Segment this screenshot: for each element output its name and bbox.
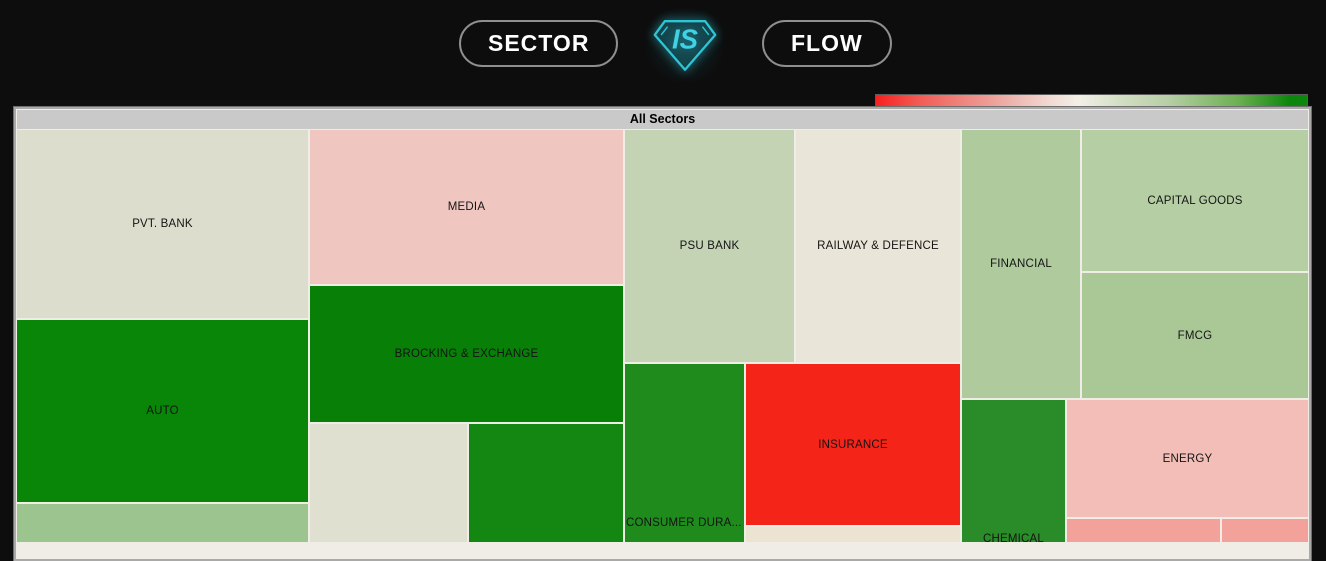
sector-treemap: All Sectors PVT. BANK AUTO MEDIA BROCKING &… bbox=[14, 107, 1311, 561]
treemap-tile-unlabeled-3[interactable] bbox=[469, 424, 623, 542]
tile-label: FMCG bbox=[1177, 329, 1213, 342]
tile-label: BROCKING & EXCHANGE bbox=[394, 348, 539, 360]
app-logo: IS bbox=[644, 8, 726, 82]
treemap-tile-media[interactable]: MEDIA bbox=[310, 130, 623, 284]
treemap-title: All Sectors bbox=[17, 110, 1308, 129]
tile-label: RAILWAY & DEFENCE bbox=[817, 240, 939, 252]
treemap-tile-fmcg[interactable]: FMCG bbox=[1082, 273, 1308, 398]
logo-text: IS bbox=[672, 24, 699, 55]
tile-label: FINANCIAL bbox=[990, 258, 1052, 270]
treemap-tiles: PVT. BANK AUTO MEDIA BROCKING & EXCHANGE PSU… bbox=[17, 130, 1308, 545]
treemap-tile-railway-defence[interactable]: RAILWAY & DEFENCE bbox=[796, 130, 960, 362]
tile-label: CONSUMER DURA... bbox=[626, 517, 742, 529]
treemap-tile-insurance[interactable]: INSURANCE bbox=[746, 364, 960, 525]
treemap-tile-capital-goods[interactable]: CAPITAL GOODS bbox=[1082, 130, 1308, 271]
treemap-tile-unlabeled-4[interactable] bbox=[746, 527, 960, 542]
treemap-tile-brocking-exchange[interactable]: BROCKING & EXCHANGE bbox=[310, 286, 623, 422]
tile-label: MEDIA bbox=[447, 201, 486, 213]
flow-button[interactable]: FLOW bbox=[762, 20, 892, 67]
treemap-tile-consumer-dura[interactable]: CONSUMER DURA... bbox=[625, 364, 744, 542]
tile-label: AUTO bbox=[146, 405, 179, 417]
tile-label: CHEMICAL bbox=[982, 533, 1045, 545]
tile-label: PSU BANK bbox=[679, 240, 740, 252]
diamond-logo-icon: IS bbox=[653, 20, 717, 71]
treemap-tile-unlabeled-5[interactable] bbox=[1067, 519, 1220, 542]
treemap-tile-psu-bank[interactable]: PSU BANK bbox=[625, 130, 794, 362]
tile-label: PVT. BANK bbox=[132, 218, 193, 230]
tile-label: INSURANCE bbox=[818, 438, 888, 451]
tile-label: CAPITAL GOODS bbox=[1147, 194, 1243, 207]
treemap-tile-auto[interactable]: AUTO bbox=[17, 320, 308, 502]
treemap-tile-chemical[interactable]: CHEMICAL bbox=[962, 400, 1065, 545]
treemap-tile-energy[interactable]: ENERGY bbox=[1067, 400, 1308, 517]
heat-gradient-legend bbox=[875, 94, 1308, 107]
sector-button[interactable]: SECTOR bbox=[459, 20, 619, 67]
treemap-tile-unlabeled-1[interactable] bbox=[17, 504, 308, 542]
treemap-tile-unlabeled-2[interactable] bbox=[310, 424, 467, 542]
treemap-tile-financial[interactable]: FINANCIAL bbox=[962, 130, 1080, 398]
treemap-tile-unlabeled-6[interactable] bbox=[1222, 519, 1308, 542]
tile-label: ENERGY bbox=[1162, 452, 1213, 465]
treemap-tile-pvt-bank[interactable]: PVT. BANK bbox=[17, 130, 308, 318]
